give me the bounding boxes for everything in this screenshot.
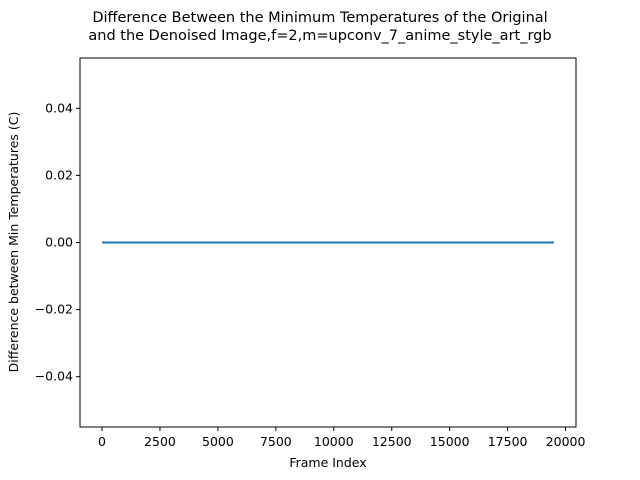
- x-tick-label: 12500: [372, 434, 412, 449]
- y-tick-label: 0.04: [45, 100, 73, 115]
- chart-title-line-2: and the Denoised Image,f=2,m=upconv_7_an…: [88, 28, 551, 44]
- axes-frame: [79, 57, 577, 428]
- y-tick-label: 0.00: [45, 235, 73, 250]
- x-tick-label: 17500: [488, 434, 528, 449]
- x-axis: 0 2500 5000 7500 10000 12500 15000 17500 20000: [98, 427, 585, 449]
- x-tick-label: 10000: [314, 434, 354, 449]
- x-tick-label: 20000: [546, 434, 586, 449]
- x-axis-label: Frame Index: [289, 455, 366, 470]
- y-axis: −0.04 −0.02 0.00 0.02 0.04: [35, 100, 80, 384]
- y-tick-label: 0.02: [45, 167, 73, 182]
- x-tick-label: 7500: [260, 434, 292, 449]
- x-tick-label: 15000: [430, 434, 470, 449]
- x-tick-label: 5000: [202, 434, 234, 449]
- x-tick-label: 2500: [144, 434, 176, 449]
- y-axis-label: Difference between Min Temperatures (C): [6, 112, 21, 373]
- chart-title-line-1: Difference Between the Minimum Temperatu…: [92, 10, 547, 26]
- x-tick-label: 0: [98, 434, 106, 449]
- y-tick-label: −0.02: [35, 302, 73, 317]
- y-tick-label: −0.04: [35, 369, 73, 384]
